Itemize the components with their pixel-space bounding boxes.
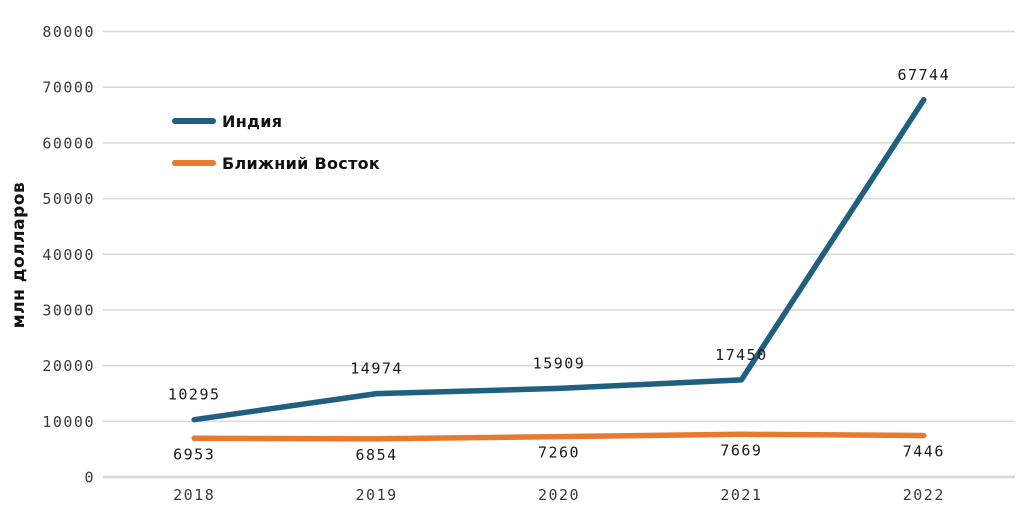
data-label-1: 6953 [173,445,215,463]
y-tick-label: 40000 [42,246,95,264]
series-line-1 [191,431,927,442]
y-axis-title: млн долларов [9,181,29,329]
data-label-0: 15909 [533,354,586,372]
data-label-0: 14974 [350,360,403,378]
x-tick-label: 2019 [356,486,398,504]
y-tick-label: 50000 [42,190,95,208]
series-line-0 [191,97,927,423]
y-tick-label: 60000 [42,134,95,152]
legend-label-middle-east: Ближний Восток [222,153,381,173]
legend-line-swatch-middle-east [172,160,216,166]
data-label-1: 7669 [720,441,762,459]
x-tick-label: 2021 [720,486,762,504]
data-label-0: 10295 [168,386,221,404]
y-tick-label: 10000 [42,413,95,431]
legend-item-middle-east: Ближний Восток [172,152,380,174]
legend-label-india: Индия [222,111,283,131]
data-label-0: 17450 [715,346,768,364]
data-label-1: 7260 [538,444,580,462]
y-tick-label: 70000 [42,79,95,97]
y-tick-label: 30000 [42,301,95,319]
x-tick-label: 2022 [903,486,945,504]
x-tick-label: 2018 [173,486,215,504]
data-label-0: 67744 [897,66,950,84]
y-tick-label: 20000 [42,357,95,375]
legend-item-india: Индия [172,110,380,132]
y-tick-label: 0 [84,469,95,487]
data-label-1: 7446 [903,443,945,461]
legend: Индия Ближний Восток [172,110,380,194]
data-label-1: 6854 [356,446,398,464]
y-tick-label: 80000 [42,23,95,41]
x-tick-label: 2020 [538,486,580,504]
legend-line-swatch-india [172,118,216,124]
